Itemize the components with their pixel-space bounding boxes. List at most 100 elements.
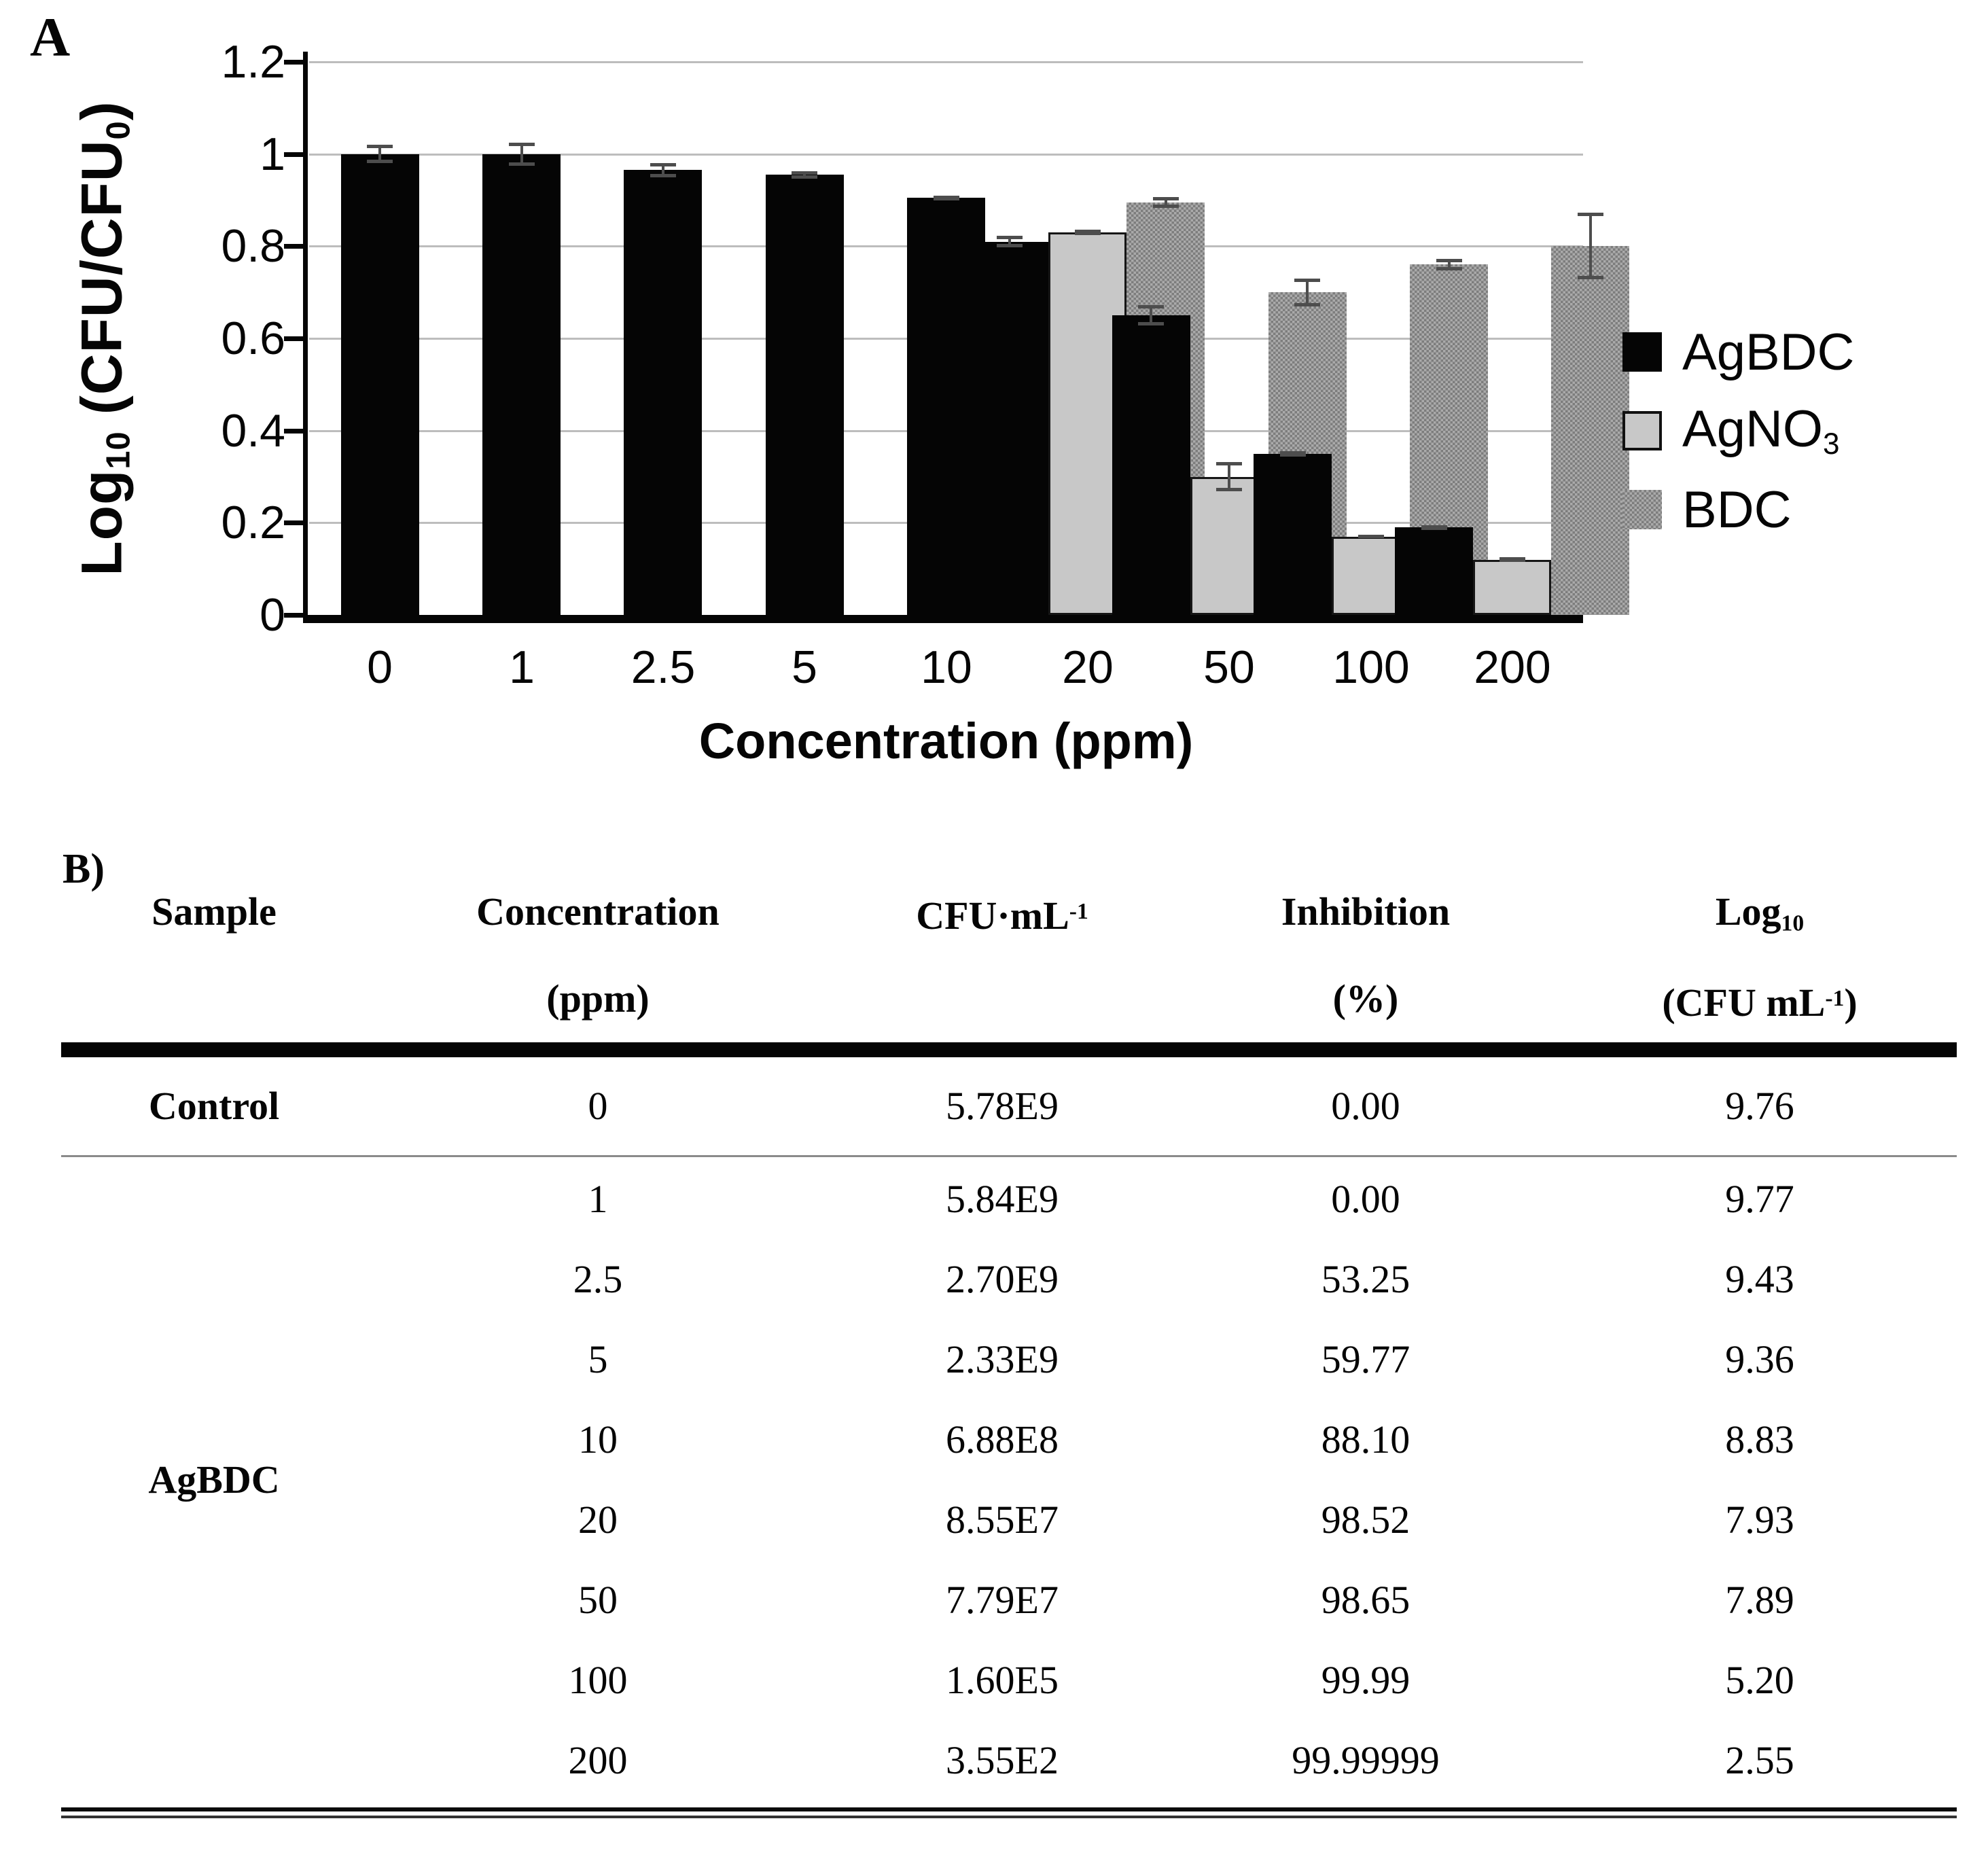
errorbar-AgNO3-20ppm [1075,230,1101,235]
err-line [1306,279,1309,306]
cell-inhibition: 88.10 [1321,1417,1410,1462]
legend-swatch-agbdc-icon [1622,332,1662,372]
errorbar-BDC-200ppm [1578,213,1603,279]
err-cap-top [1138,305,1164,308]
err-cap-bottom [997,244,1023,247]
bar-AgBDC-5ppm [766,175,844,615]
x-tick-label-20ppm: 20 [1062,641,1114,693]
err-cap-top [1578,213,1603,216]
cell-log: 7.89 [1725,1578,1794,1622]
group-label-text: AgBDC [148,1457,280,1502]
err-cap-top [650,163,676,166]
x-tick-label-50ppm: 50 [1203,641,1255,693]
legend-row-agno3: AgNO3 [1622,391,1854,470]
err-line [803,171,806,179]
x-tick-label-5ppm: 5 [792,641,817,693]
errorbar-AgNO3-200ppm [1499,557,1525,562]
err-cap-top [792,171,817,175]
header-sample: Sample [152,889,277,934]
cell-log: 9.36 [1725,1337,1794,1381]
y-axis-label-part: ) [69,101,134,121]
errorbar-AgBDC-100ppm [1280,451,1306,457]
y-tick-label-0.4: 0.4 [221,405,285,457]
bar-BDC-200ppm [1551,246,1629,615]
y-tick-mark [284,60,304,65]
err-line [1150,305,1152,325]
err-cap-top [1280,451,1306,455]
x-tick-label-0ppm: 0 [367,641,393,693]
err-cap-bottom [1421,527,1447,530]
table-row: 20 8.55E7 98.52 7.93 [61,1489,1957,1551]
err-line [1228,462,1230,491]
cell-inhibition: 99.99 [1321,1658,1410,1702]
err-line [1448,259,1451,270]
errorbar-AgBDC-200ppm [1421,525,1447,530]
table-row: 1 5.84E9 0.00 9.77 [61,1168,1957,1231]
errorbar-AgBDC-20ppm [997,236,1023,247]
header-log-units: (CFU mL-1) [1556,968,1964,1030]
y-tick-mark [284,244,304,249]
gridline-1.2 [309,61,1583,63]
table-row: 100 1.60E5 99.99 5.20 [61,1649,1957,1712]
cell-inhibition: 99.99999 [1292,1738,1440,1782]
errorbar-AgNO3-100ppm [1358,535,1384,538]
y-tick-label-1.2: 1.2 [221,36,285,88]
legend-label-agbdc: AgBDC [1682,323,1855,381]
table-header-rule [61,1042,1957,1057]
err-cap-bottom [1153,205,1179,208]
cell-sample: Control [148,1084,280,1128]
x-tick-label-2.5ppm: 2.5 [631,641,696,693]
header-log-units-superscript: -1 [1825,986,1845,1011]
err-cap-bottom [1436,267,1462,270]
cell-cfu: 3.55E2 [946,1738,1059,1782]
y-tick-mark [284,520,304,525]
errorbar-AgBDC-2.5ppm [650,163,676,177]
cell-inhibition: 59.77 [1321,1337,1410,1381]
errorbar-BDC-50ppm [1294,279,1320,306]
cell-log: 8.83 [1725,1417,1794,1462]
cell-log: 5.20 [1725,1658,1794,1702]
cell-concentration: 0 [588,1084,608,1128]
table-header-row-2: (ppm) (%) (CFU mL-1) [61,968,1957,1030]
table-row: 2.5 2.70E9 53.25 9.43 [61,1248,1957,1311]
cell-inhibition: 53.25 [1321,1257,1410,1301]
header-log-units-end: ) [1844,980,1858,1025]
gridline-1 [309,154,1583,156]
cell-concentration: 10 [578,1417,618,1462]
cell-inhibition: 0.00 [1331,1177,1400,1221]
cell-log: 9.43 [1725,1257,1794,1301]
header-concentration-units: (ppm) [546,976,650,1021]
errorbar-AgBDC-0ppm [367,145,393,163]
err-cap-top [1436,259,1462,262]
cell-inhibition: 98.52 [1321,1498,1410,1542]
x-tick-label-100ppm: 100 [1332,641,1410,693]
legend-label-agno3-subscript: 3 [1822,427,1840,461]
err-cap-bottom [1138,322,1164,325]
err-cap-bottom [1578,276,1603,279]
cell-concentration: 1 [588,1177,608,1221]
header-concentration: Concentration [476,889,720,934]
panel-b-label: B) [63,846,105,892]
cell-concentration: 50 [578,1578,618,1622]
legend-label-bdc: BDC [1682,480,1792,539]
panel-a-label: A [30,6,71,68]
errorbar-AgNO3-50ppm [1216,462,1242,491]
err-cap-bottom [1280,453,1306,457]
x-axis-title: Concentration (ppm) [698,713,1194,769]
cell-inhibition: 98.65 [1321,1578,1410,1622]
cell-concentration: 200 [568,1738,628,1782]
cell-cfu: 7.79E7 [946,1578,1059,1622]
cell-log: 9.77 [1725,1177,1794,1221]
bar-AgBDC-0ppm [341,154,419,615]
table-bottom-rule-bottom [61,1816,1957,1818]
header-cfu-superscript: -1 [1069,899,1088,924]
errorbar-AgBDC-10ppm [934,196,959,200]
cell-cfu: 6.88E8 [946,1417,1059,1462]
header-log-units-base: (CFU mL [1662,980,1826,1025]
err-cap-top [997,236,1023,239]
err-line [1165,197,1167,208]
cell-cfu: 2.33E9 [946,1337,1059,1381]
x-axis-line [303,615,1583,623]
legend-label-agno3-main: AgNO [1682,400,1823,459]
cell-log: 7.93 [1725,1498,1794,1542]
